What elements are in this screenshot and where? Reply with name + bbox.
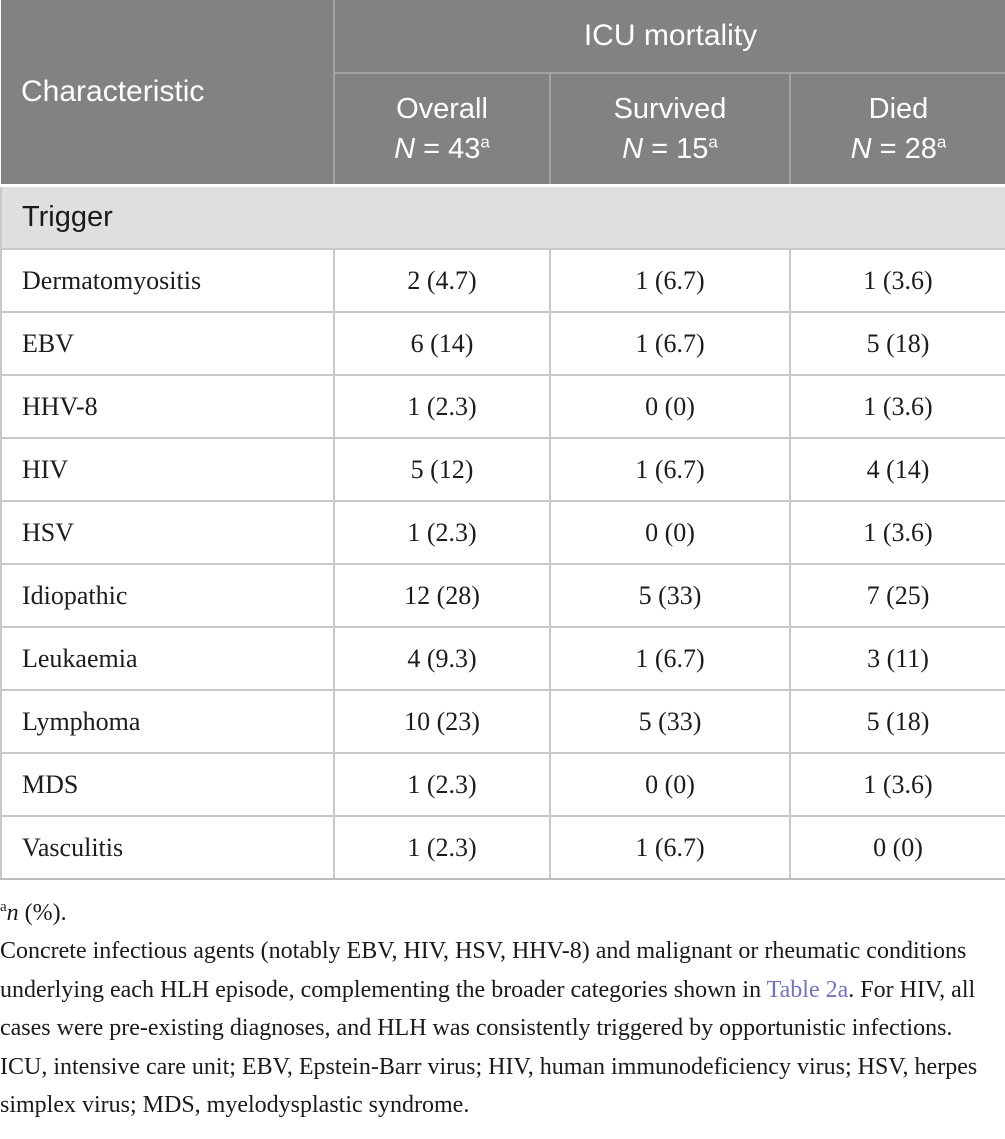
cell-survived: 1 (6.7) bbox=[549, 626, 790, 690]
section-label: Trigger bbox=[0, 184, 1005, 249]
cell-survived: 0 (0) bbox=[549, 500, 790, 564]
cell-overall: 1 (2.3) bbox=[333, 374, 550, 438]
table-row: Leukaemia 4 (9.3) 1 (6.7) 3 (11) bbox=[0, 626, 1005, 690]
cell-survived: 1 (6.7) bbox=[549, 815, 790, 880]
footnote-marker: a bbox=[936, 132, 947, 152]
cell-overall: 4 (9.3) bbox=[333, 626, 550, 690]
cell-overall: 1 (2.3) bbox=[333, 815, 550, 880]
row-label: Vasculitis bbox=[0, 815, 334, 880]
row-label: HIV bbox=[0, 437, 334, 501]
cell-died: 0 (0) bbox=[788, 815, 1005, 880]
footnote-marker: a bbox=[0, 899, 7, 915]
table-row: MDS 1 (2.3) 0 (0) 1 (3.6) bbox=[0, 752, 1005, 816]
section-row-trigger: Trigger bbox=[0, 184, 1005, 249]
column-label: Survived bbox=[613, 92, 727, 125]
row-label: Dermatomyositis bbox=[0, 248, 334, 312]
cell-overall: 10 (23) bbox=[333, 689, 550, 753]
column-header-overall: Overall N = 43a bbox=[333, 73, 550, 186]
footnote-marker: a bbox=[708, 132, 718, 152]
column-header-died: Died N = 28a bbox=[788, 73, 1005, 186]
cell-survived: 5 (33) bbox=[549, 563, 790, 627]
row-label: EBV bbox=[0, 311, 334, 375]
row-label: Leukaemia bbox=[0, 626, 334, 690]
table-row: EBV 6 (14) 1 (6.7) 5 (18) bbox=[0, 311, 1005, 375]
footnote-abbreviations: ICU, intensive care unit; EBV, Epstein-B… bbox=[0, 1053, 978, 1118]
row-label: MDS bbox=[0, 752, 334, 816]
footnote-description: Concrete infectious agents (notably EBV,… bbox=[0, 932, 1005, 1047]
cell-survived: 1 (6.7) bbox=[549, 437, 790, 501]
cell-overall: 5 (12) bbox=[333, 437, 550, 501]
column-n-count: N = 15a bbox=[622, 132, 718, 165]
table-row: Vasculitis 1 (2.3) 1 (6.7) 0 (0) bbox=[0, 815, 1005, 880]
table-header: Characteristic ICU mortality Overall N =… bbox=[1, 0, 1005, 186]
footnote-variable: n bbox=[6, 900, 19, 926]
column-header-survived: Survived N = 15a bbox=[549, 73, 790, 186]
table-row: Lymphoma 10 (23) 5 (33) 5 (18) bbox=[0, 689, 1005, 753]
cell-survived: 5 (33) bbox=[549, 689, 790, 753]
column-n-count: N = 28a bbox=[850, 132, 947, 165]
column-n-count: N = 43a bbox=[394, 132, 490, 165]
cell-survived: 0 (0) bbox=[549, 374, 790, 438]
row-label: Idiopathic bbox=[0, 563, 334, 627]
row-label: HHV-8 bbox=[0, 374, 334, 438]
cell-overall: 2 (4.7) bbox=[333, 248, 550, 312]
description-before-link: Concrete infectious agents (notably EBV,… bbox=[0, 938, 967, 1003]
table-footnotes: an (%). Concrete infectious agents (nota… bbox=[0, 880, 1005, 1124]
cell-overall: 12 (28) bbox=[333, 563, 550, 627]
cell-survived: 0 (0) bbox=[549, 752, 790, 816]
table-row: Idiopathic 12 (28) 5 (33) 7 (25) bbox=[0, 563, 1005, 627]
cell-died: 7 (25) bbox=[788, 563, 1005, 627]
footnote-text: (%). bbox=[18, 900, 67, 926]
column-label: Overall bbox=[396, 92, 488, 125]
description-after-link: . For HIV, all cases were pre-existing d… bbox=[0, 976, 976, 1042]
column-label: Died bbox=[868, 92, 929, 125]
row-label: Lymphoma bbox=[0, 689, 334, 753]
table-row: HHV-8 1 (2.3) 0 (0) 1 (3.6) bbox=[0, 374, 1005, 438]
cell-died: 1 (3.6) bbox=[788, 752, 1005, 816]
cell-overall: 6 (14) bbox=[333, 311, 550, 375]
table-row: Dermatomyositis 2 (4.7) 1 (6.7) 1 (3.6) bbox=[0, 248, 1005, 312]
icu-mortality-group-header: ICU mortality bbox=[332, 0, 1005, 74]
cell-died: 4 (14) bbox=[788, 437, 1005, 501]
cell-died: 5 (18) bbox=[788, 689, 1005, 753]
table-row: HIV 5 (12) 1 (6.7) 4 (14) bbox=[0, 437, 1005, 501]
cell-died: 1 (3.6) bbox=[788, 500, 1005, 564]
cell-died: 1 (3.6) bbox=[788, 374, 1005, 438]
cell-overall: 1 (2.3) bbox=[333, 500, 550, 564]
characteristic-column-header: Characteristic bbox=[1, 0, 334, 186]
footnote-marker: a bbox=[480, 132, 490, 152]
icu-mortality-table: Characteristic ICU mortality Overall N =… bbox=[0, 0, 1005, 880]
row-label: HSV bbox=[0, 500, 334, 564]
cell-overall: 1 (2.3) bbox=[333, 752, 550, 816]
cell-died: 3 (11) bbox=[788, 626, 1005, 690]
cell-died: 1 (3.6) bbox=[788, 248, 1005, 312]
table-2a-link[interactable]: Table 2a bbox=[766, 976, 849, 1003]
cell-survived: 1 (6.7) bbox=[549, 311, 790, 375]
table-body: Trigger Dermatomyositis 2 (4.7) 1 (6.7) … bbox=[0, 184, 1005, 880]
table-row: HSV 1 (2.3) 0 (0) 1 (3.6) bbox=[0, 500, 1005, 564]
footnote-n-percent: an (%). bbox=[0, 894, 1005, 932]
cell-died: 5 (18) bbox=[788, 311, 1005, 375]
cell-survived: 1 (6.7) bbox=[549, 248, 790, 312]
